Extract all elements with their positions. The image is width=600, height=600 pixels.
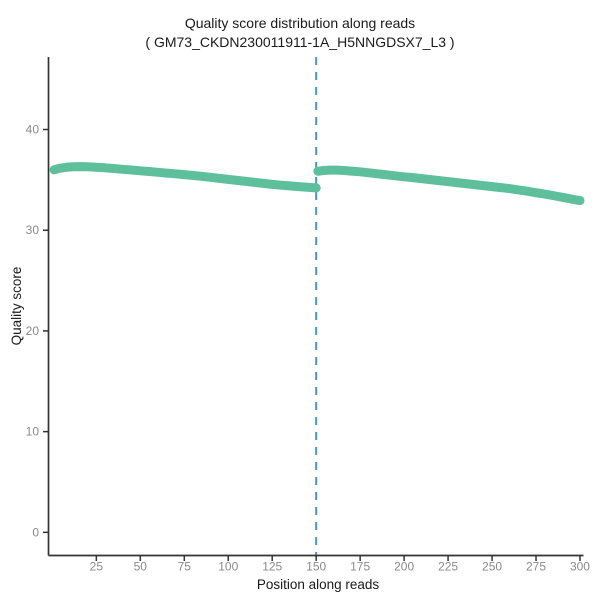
y-tick-label: 20 [26,324,40,338]
x-tick-label: 250 [482,560,502,574]
quality-series-line-read1 [49,162,321,193]
chart-header: Quality score distribution along reads (… [0,14,600,52]
x-axis-label: Position along reads [257,577,380,592]
x-tick-label: 100 [218,560,238,574]
quality-series-line-read2 [313,165,585,205]
chart-subtitle: ( GM73_CKDN230011911-1A_H5NNGDSX7_L3 ) [145,34,455,50]
x-tick-label: 125 [262,560,282,574]
y-axis-label: Quality score [9,267,24,346]
x-tick-label: 300 [570,560,590,574]
x-tick-label: 25 [90,560,104,574]
x-tick-label: 50 [134,560,148,574]
y-tick-label: 30 [26,223,40,237]
y-tick-label: 40 [26,123,40,137]
x-tick-label: 275 [526,560,546,574]
x-tick-label: 175 [350,560,370,574]
plot-generated-layer: 25 50 75 100 125 150 175 200 225 250 275 300 0 10 20 30… [26,57,590,574]
y-tick-label: 10 [26,425,40,439]
x-tick-label: 75 [178,560,192,574]
x-tick-label: 225 [438,560,458,574]
x-tick-label: 150 [306,560,326,574]
x-tick-label: 200 [394,560,414,574]
chart-title: Quality score distribution along reads [184,15,416,31]
y-tick-label: 0 [32,525,39,539]
